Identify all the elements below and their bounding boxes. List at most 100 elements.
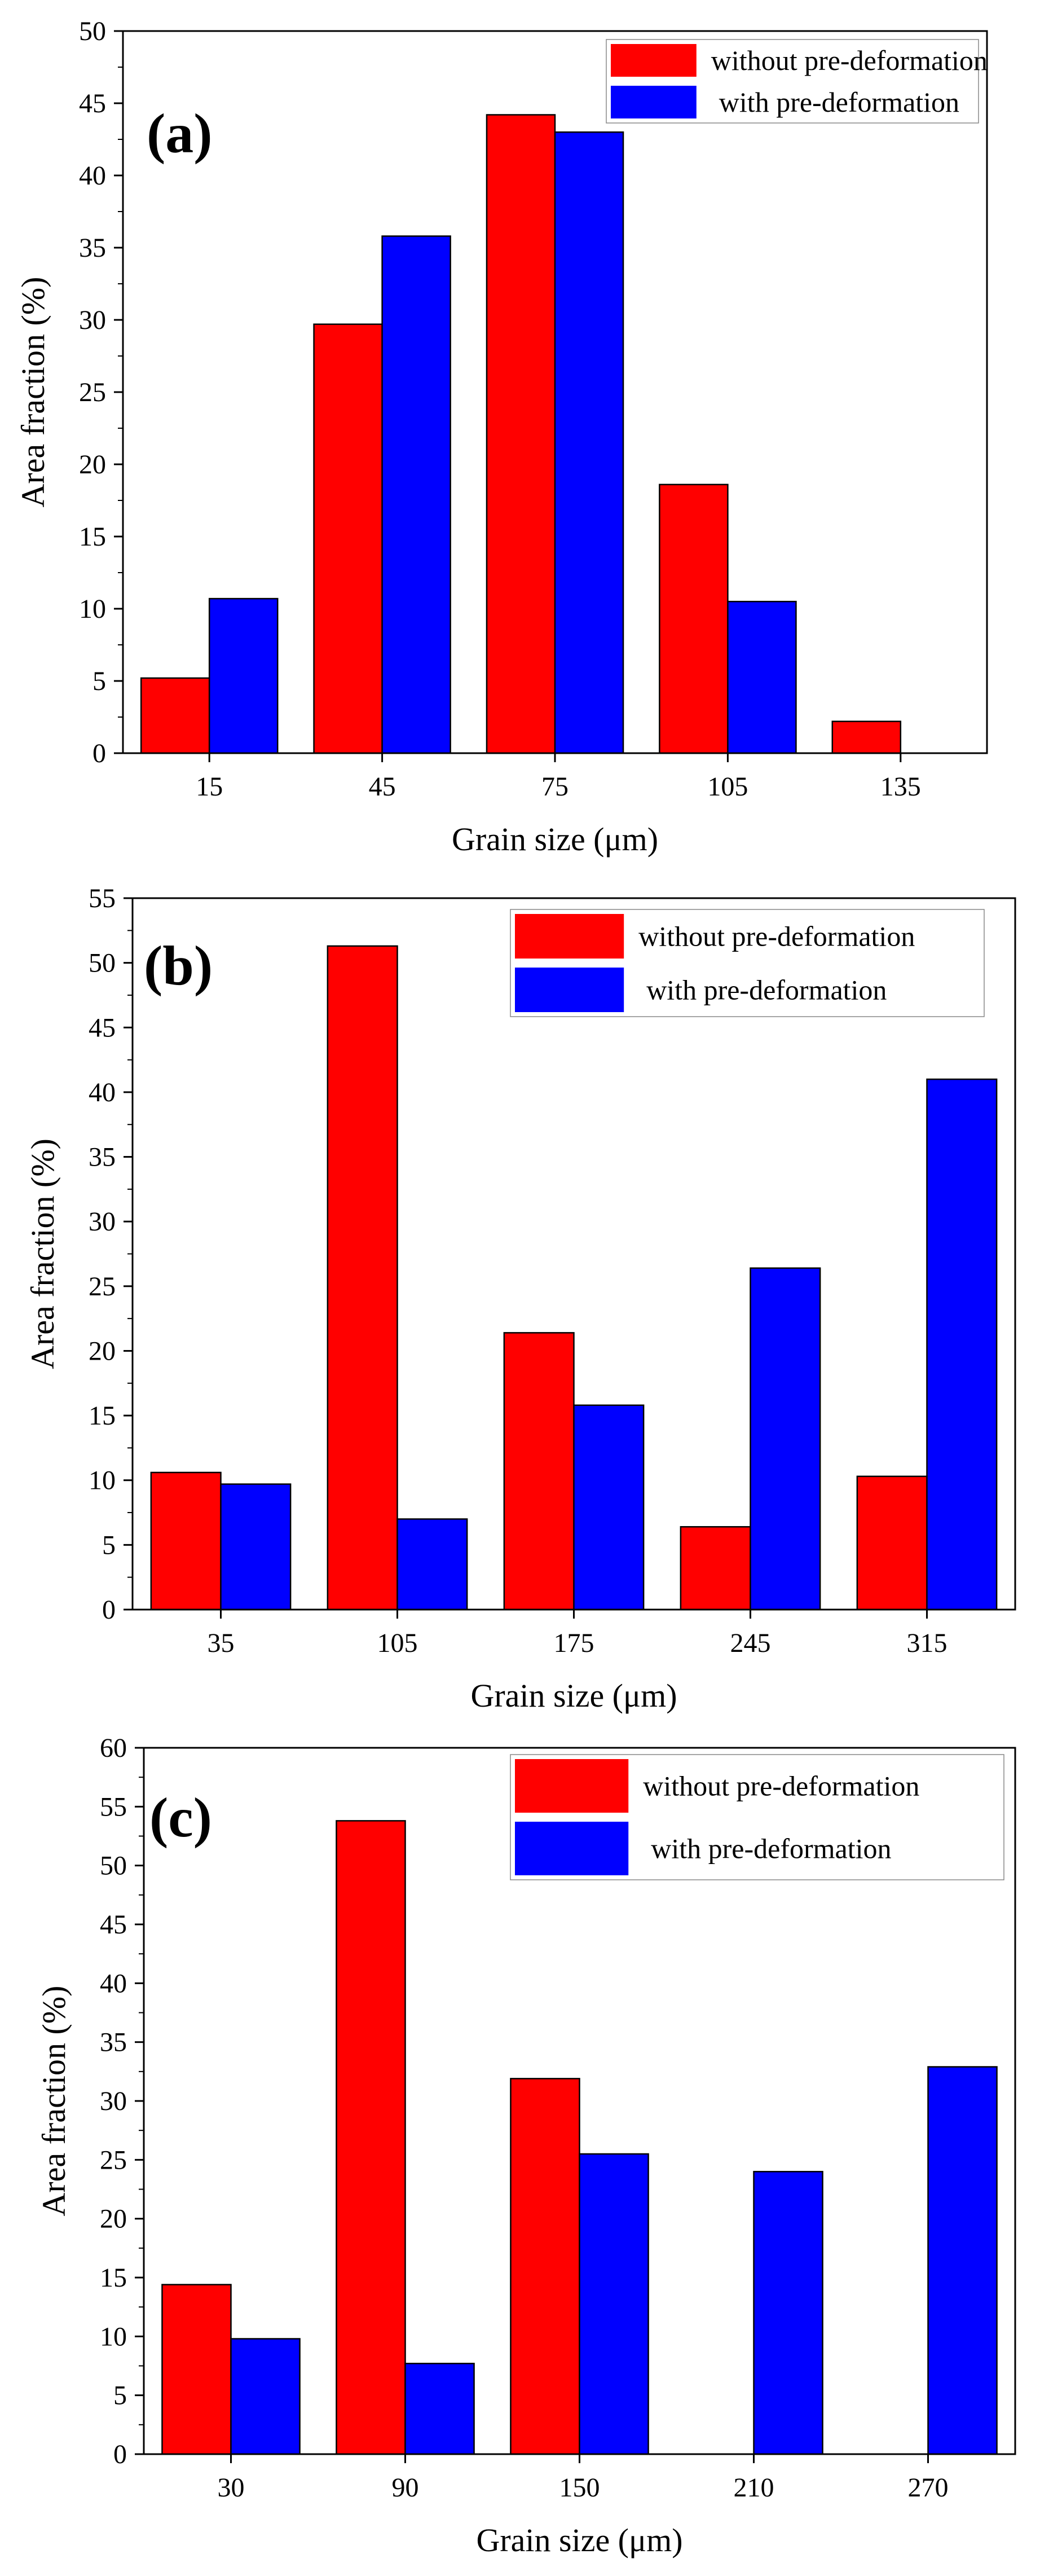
x-tick-label-30: 30 bbox=[218, 2473, 245, 2503]
y-tick-label: 55 bbox=[100, 1792, 127, 1822]
y-tick-label: 30 bbox=[79, 305, 106, 335]
bar-without-105 bbox=[659, 485, 728, 753]
y-tick-label: 15 bbox=[89, 1401, 116, 1431]
x-tick-label-105: 105 bbox=[707, 772, 748, 802]
legend-swatch-with bbox=[515, 1822, 628, 1875]
x-tick-label-270: 270 bbox=[908, 2473, 949, 2503]
x-tick-label-75: 75 bbox=[541, 772, 569, 802]
y-tick-label: 25 bbox=[89, 1272, 116, 1302]
y-tick-label: 10 bbox=[79, 594, 106, 624]
bar-without-75 bbox=[487, 115, 555, 753]
legend-label-without: without pre-deformation bbox=[643, 1770, 919, 1802]
bar-without-315 bbox=[857, 1476, 927, 1610]
y-tick-label: 30 bbox=[89, 1207, 116, 1237]
y-tick-label: 30 bbox=[100, 2086, 127, 2116]
bar-without-150 bbox=[510, 2078, 579, 2454]
y-tick-label: 10 bbox=[100, 2322, 127, 2351]
legend-swatch-without bbox=[515, 914, 624, 959]
bar-with-315 bbox=[927, 1079, 997, 1610]
y-tick-label: 0 bbox=[113, 2439, 127, 2469]
legend: without pre-deformation with pre-deformat… bbox=[510, 1755, 1004, 1880]
y-tick-label: 50 bbox=[79, 16, 106, 46]
bar-with-175 bbox=[574, 1405, 644, 1610]
x-tick-label-315: 315 bbox=[907, 1628, 948, 1658]
bar-with-210 bbox=[754, 2171, 823, 2454]
y-tick-label: 0 bbox=[102, 1595, 116, 1625]
y-tick-label: 25 bbox=[100, 2145, 127, 2175]
x-axis-title: Grain size (μm) bbox=[470, 1677, 677, 1714]
y-tick-label: 45 bbox=[79, 89, 106, 118]
bar-without-245 bbox=[681, 1527, 751, 1610]
bar-without-15 bbox=[141, 678, 209, 753]
bar-without-105 bbox=[328, 946, 398, 1610]
legend-swatch-without bbox=[515, 1759, 628, 1813]
bar-without-135 bbox=[832, 722, 901, 753]
y-tick-label: 10 bbox=[89, 1466, 116, 1496]
x-tick-label-35: 35 bbox=[208, 1628, 235, 1658]
bar-with-105 bbox=[398, 1519, 468, 1610]
x-axis-title: Grain size (μm) bbox=[476, 2522, 682, 2559]
y-axis-title: Area fraction (%) bbox=[36, 1986, 72, 2217]
y-tick-label: 35 bbox=[79, 233, 106, 263]
legend-label-without: without pre-deformation bbox=[638, 921, 915, 952]
legend-swatch-without bbox=[611, 44, 697, 77]
legend-label-without: without pre-deformation bbox=[711, 45, 988, 76]
chart-panel-1: 0 5 10 15 20 25 30 35 40 45 50 55 35 105 175 245 315 Grai… bbox=[24, 883, 1015, 1714]
y-tick-label: 45 bbox=[89, 1013, 116, 1043]
panel-label: (b) bbox=[144, 934, 213, 997]
y-axis-title: Area fraction (%) bbox=[15, 277, 51, 508]
y-tick-label: 5 bbox=[102, 1530, 116, 1560]
x-tick-label-150: 150 bbox=[559, 2473, 600, 2503]
bar-with-150 bbox=[580, 2154, 649, 2454]
panel-label: (c) bbox=[149, 1786, 212, 1849]
legend-label-with: with pre-deformation bbox=[719, 86, 959, 118]
chart-panel-2: 0 5 10 15 20 25 30 35 40 45 50 55 60 30 90 150 210 270 Gra… bbox=[36, 1733, 1015, 2559]
legend: without pre-deformation with pre-deformat… bbox=[510, 909, 984, 1017]
y-tick-label: 55 bbox=[89, 883, 116, 913]
bar-with-105 bbox=[728, 601, 796, 753]
x-tick-label-105: 105 bbox=[377, 1628, 418, 1658]
bar-with-245 bbox=[751, 1268, 821, 1610]
legend-swatch-with bbox=[611, 86, 697, 118]
y-tick-label: 20 bbox=[79, 450, 106, 480]
y-axis-title: Area fraction (%) bbox=[24, 1138, 61, 1369]
y-tick-label: 45 bbox=[100, 1910, 127, 1940]
y-tick-label: 15 bbox=[79, 522, 106, 552]
figure-canvas: 0510152025303540455015 45 75 105 135Grain si… bbox=[0, 0, 1040, 2576]
bar-without-90 bbox=[336, 1821, 405, 2454]
x-axis-title: Grain size (μm) bbox=[452, 821, 658, 858]
y-tick-label: 40 bbox=[100, 1968, 127, 1998]
legend-swatch-with bbox=[515, 968, 624, 1012]
y-tick-label: 35 bbox=[100, 2028, 127, 2058]
y-tick-label: 50 bbox=[89, 948, 116, 978]
y-tick-label: 5 bbox=[92, 666, 106, 696]
bar-without-35 bbox=[151, 1472, 221, 1610]
x-tick-label-15: 15 bbox=[196, 772, 223, 802]
y-tick-label: 5 bbox=[113, 2381, 127, 2411]
legend: without pre-deformation with pre-deformat… bbox=[606, 39, 988, 123]
y-tick-label: 20 bbox=[89, 1336, 116, 1366]
bar-without-45 bbox=[314, 324, 382, 753]
legend-label-with: with pre-deformation bbox=[651, 1833, 891, 1865]
x-tick-label-210: 210 bbox=[734, 2473, 774, 2503]
bar-with-35 bbox=[221, 1484, 291, 1610]
x-tick-label-45: 45 bbox=[369, 772, 396, 802]
bar-with-270 bbox=[928, 2067, 997, 2454]
bar-with-15 bbox=[209, 599, 277, 753]
bar-with-90 bbox=[406, 2363, 474, 2454]
x-tick-label-175: 175 bbox=[554, 1628, 594, 1658]
bar-with-75 bbox=[555, 132, 623, 753]
y-tick-label: 15 bbox=[100, 2263, 127, 2293]
y-tick-label: 20 bbox=[100, 2204, 127, 2234]
chart-panel-0: 0 5 10 15 20 25 30 35 40 45 50 15 45 75 105 135 Grain si… bbox=[15, 16, 988, 858]
x-tick-label-135: 135 bbox=[880, 772, 921, 802]
y-tick-label: 40 bbox=[79, 161, 106, 191]
y-tick-label: 35 bbox=[89, 1142, 116, 1172]
bar-without-175 bbox=[504, 1333, 574, 1610]
x-tick-label-245: 245 bbox=[730, 1628, 771, 1658]
y-tick-label: 60 bbox=[100, 1733, 127, 1763]
x-tick-label-90: 90 bbox=[392, 2473, 419, 2503]
y-tick-label: 25 bbox=[79, 377, 106, 407]
y-tick-label: 50 bbox=[100, 1851, 127, 1881]
legend-label-with: with pre-deformation bbox=[646, 974, 887, 1006]
